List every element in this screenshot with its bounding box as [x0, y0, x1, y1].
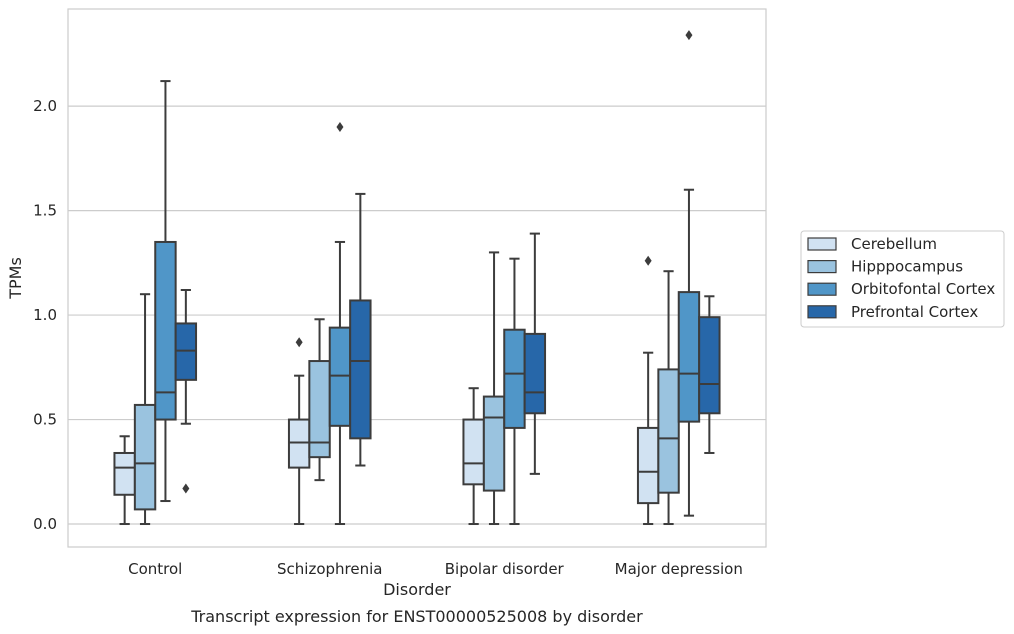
legend-label: Orbitofontal Cortex	[851, 280, 995, 298]
box-3-0	[636, 255, 660, 526]
legend-item-2: Orbitofontal Cortex	[807, 280, 995, 298]
outlier-0	[685, 30, 693, 41]
box-2-2	[503, 257, 526, 526]
legend-swatch	[807, 305, 837, 319]
box-1-0	[287, 337, 311, 526]
outlier-0	[644, 255, 652, 266]
y-tick-label-4: 2.0	[33, 97, 57, 115]
box-0-3	[174, 289, 198, 494]
x-tick-label-0: Control	[128, 560, 182, 578]
outlier-0	[336, 122, 344, 133]
x-tick-label-2: Bipolar disorder	[445, 560, 565, 578]
y-tick-label-2: 1.0	[33, 306, 57, 324]
box-groups	[113, 30, 721, 526]
y-tick-labels: 0.0 0.5 1.0 1.5 2.0	[33, 97, 57, 533]
legend-swatch	[807, 282, 837, 296]
legend-item-0: Cerebellum	[807, 235, 937, 253]
legend-label: Prefrontal Cortex	[851, 303, 978, 321]
box-body	[113, 451, 136, 496]
box-body	[133, 403, 157, 511]
x-tick-label-1: Schizophrenia	[277, 560, 382, 578]
y-tick-label-1: 0.5	[33, 411, 57, 429]
plot-frame	[67, 8, 767, 548]
outlier-0	[182, 483, 190, 494]
box-body	[636, 426, 660, 505]
box-body	[482, 395, 506, 492]
box-body	[523, 332, 547, 415]
chart-caption: Transcript expression for ENST0000052500…	[190, 607, 643, 626]
legend-frame	[800, 230, 1005, 328]
box-body	[287, 418, 311, 469]
x-axis-label: Disorder	[383, 580, 451, 599]
legend-swatch	[807, 260, 837, 274]
legend-label: Cerebellum	[851, 235, 937, 253]
x-tick-labels: Control Schizophrenia Bipolar disorder Majo…	[128, 560, 743, 578]
box-0-1	[133, 293, 157, 526]
x-tick-label-3: Major depression	[615, 560, 743, 578]
box-body	[174, 322, 198, 381]
box-body	[677, 291, 701, 423]
y-axis-label: TPMs	[6, 257, 25, 300]
box-3-1	[657, 270, 680, 526]
legend: Cerebellum Hipppocampus Orbitofontal Corte…	[800, 230, 1005, 328]
legend-swatch	[807, 237, 837, 251]
legend-item-3: Prefrontal Cortex	[807, 303, 978, 321]
box-0-0	[113, 435, 136, 526]
box-2-3	[523, 232, 547, 475]
y-tick-label-0: 0.0	[33, 515, 57, 533]
box-body	[328, 326, 352, 427]
outlier-0	[295, 337, 303, 348]
box-1-3	[349, 192, 372, 467]
box-body	[657, 368, 680, 494]
legend-label: Hipppocampus	[851, 258, 963, 276]
box-body	[503, 328, 526, 429]
y-tick-label-3: 1.5	[33, 202, 57, 220]
box-body	[349, 299, 372, 440]
box-body	[462, 418, 485, 486]
box-2-1	[482, 251, 506, 526]
box-3-3	[698, 295, 721, 454]
box-body	[698, 316, 721, 415]
legend-item-1: Hipppocampus	[807, 258, 963, 276]
box-2-0	[462, 387, 485, 526]
